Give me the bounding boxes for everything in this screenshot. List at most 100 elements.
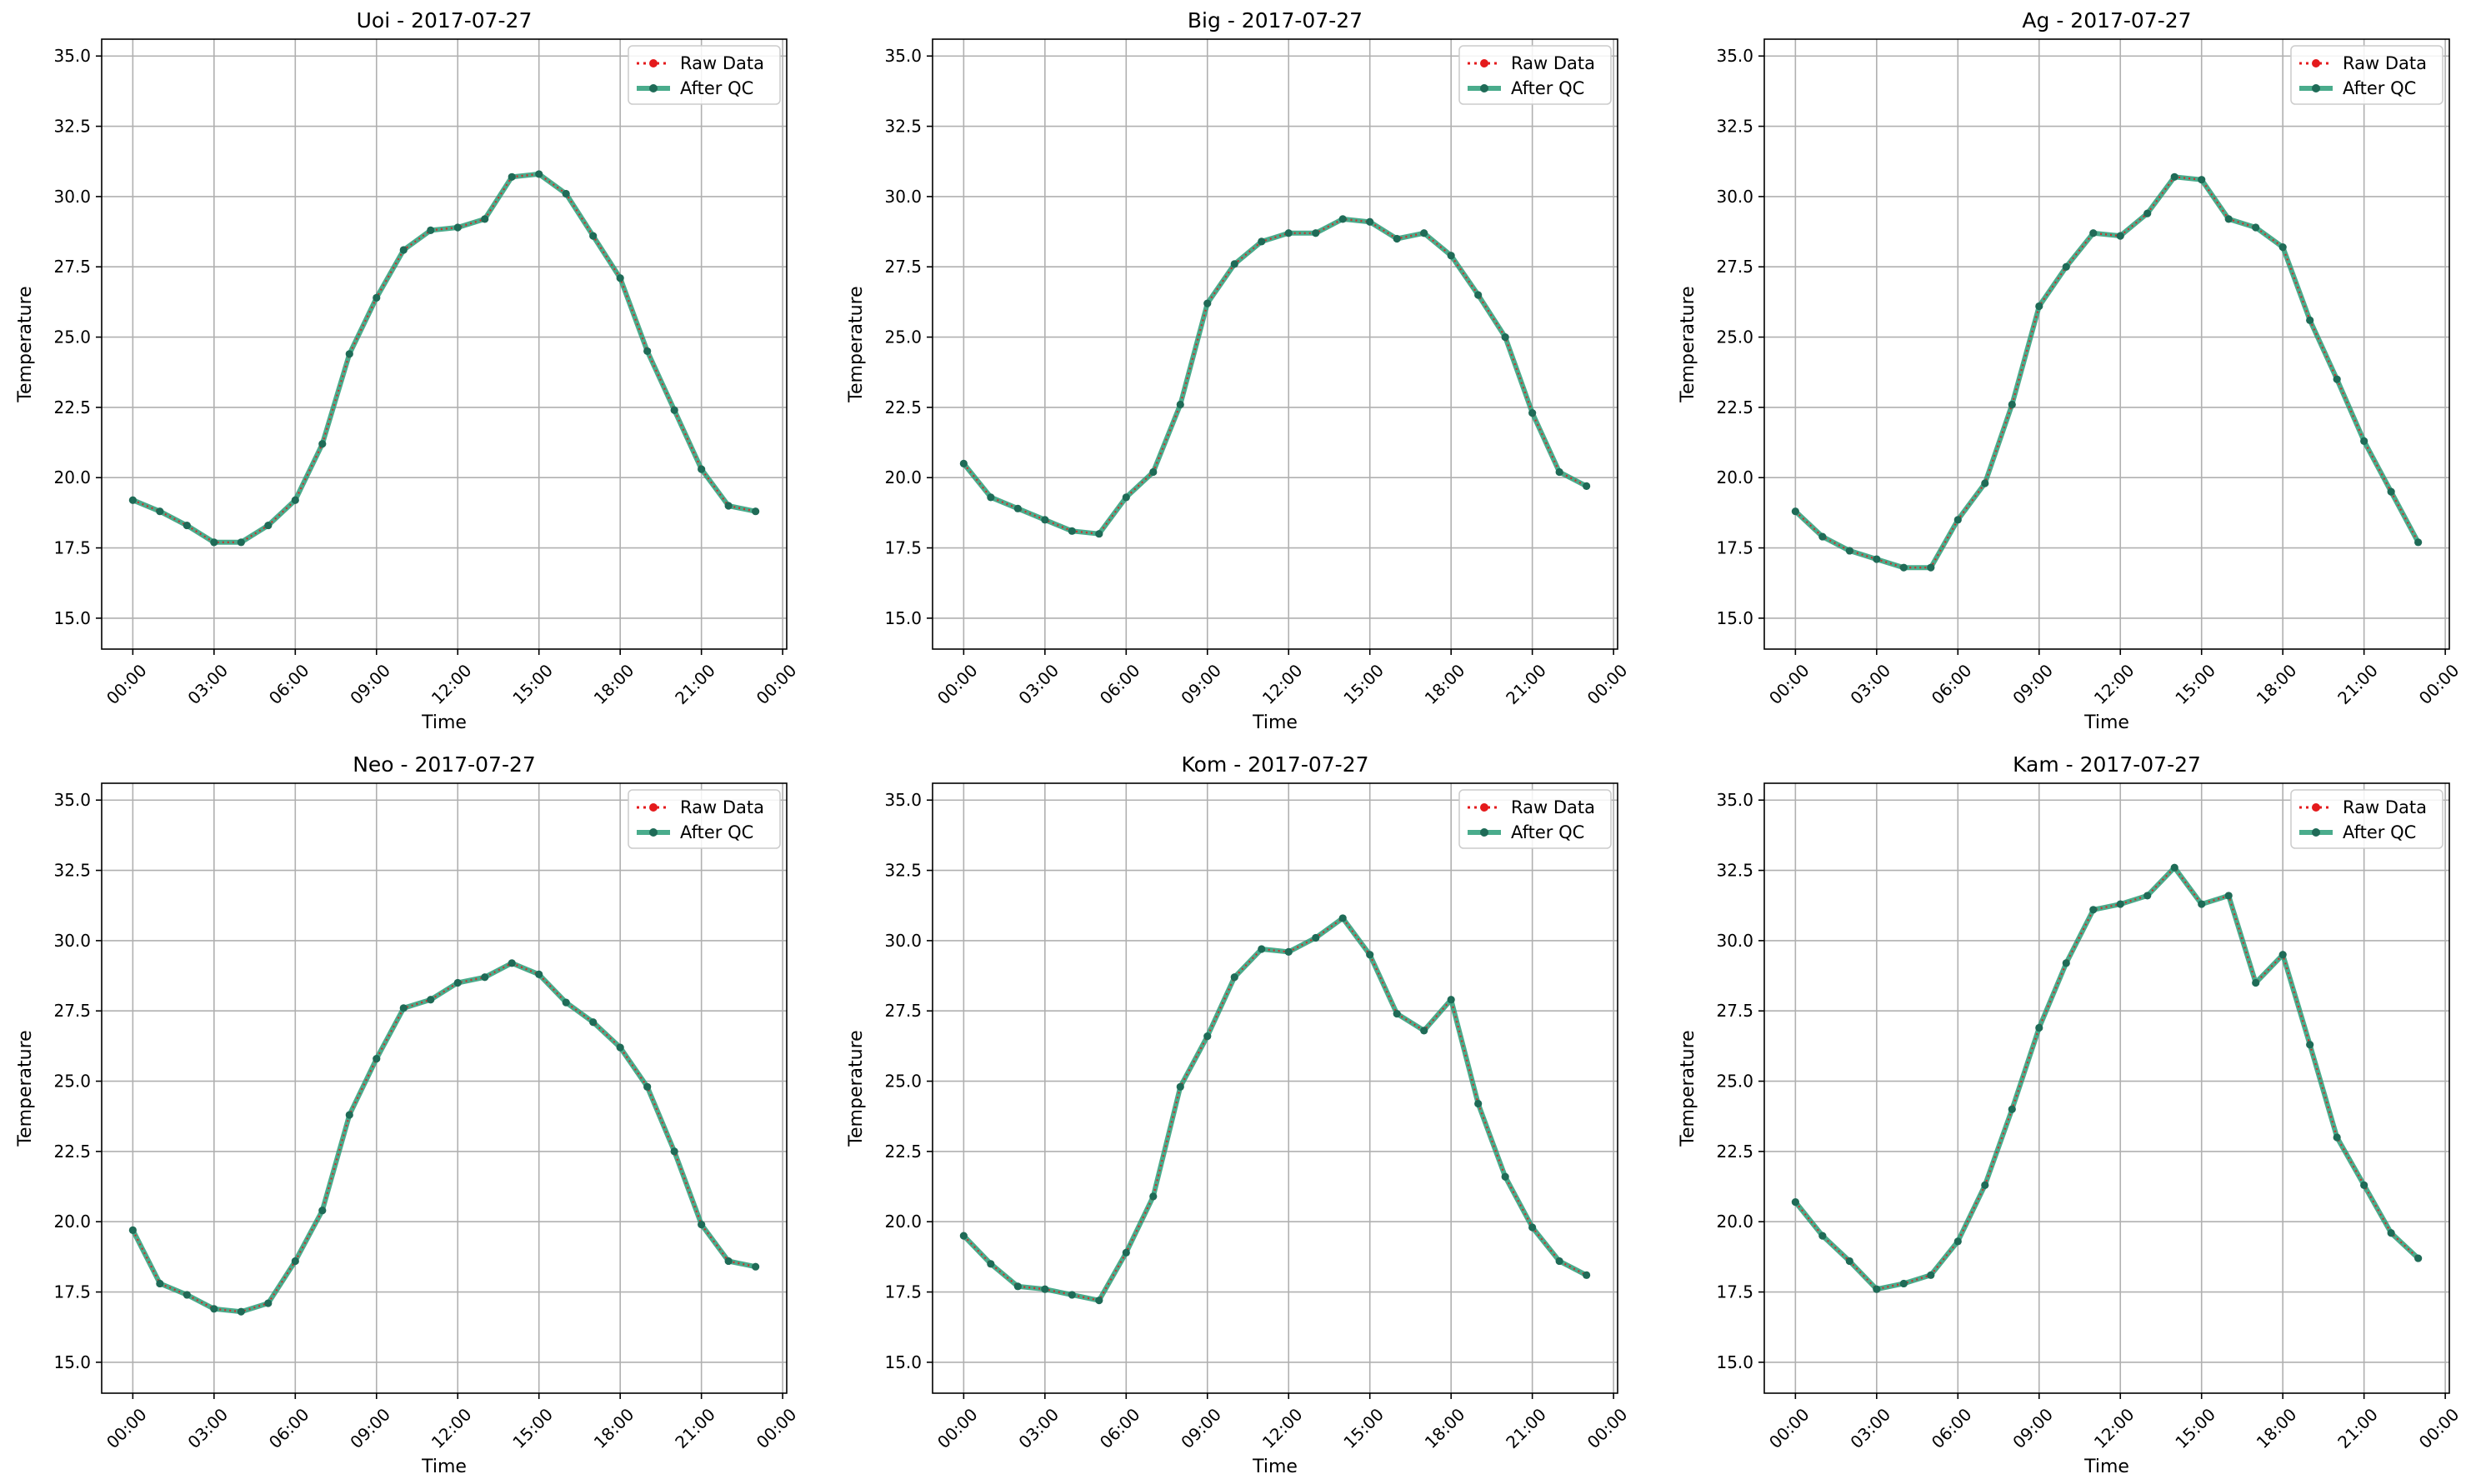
data-point	[345, 350, 353, 358]
data-point	[1528, 1223, 1537, 1232]
data-point	[210, 538, 218, 547]
y-tick-label: 17.5	[53, 1282, 91, 1302]
legend-marker-raw-data	[2312, 59, 2320, 67]
data-point	[1981, 1181, 1989, 1189]
subplot-3: 15.0 17.5 20.0 22.5 25.0 27.5 30.0 32.5 35.0 00:0…	[1678, 8, 2463, 733]
x-tick-label: 09:00	[2008, 1404, 2057, 1452]
y-axis-label: Temperature	[15, 286, 36, 402]
axes-frame	[101, 38, 788, 650]
data-point	[1041, 1285, 1049, 1293]
data-point	[1953, 1237, 1962, 1246]
x-tick-label: 06:00	[1096, 1404, 1144, 1452]
data-point	[1013, 504, 1022, 512]
y-tick-label: 20.0	[884, 1212, 922, 1232]
legend-label-raw-data: Raw Data	[2343, 53, 2427, 73]
data-point	[318, 440, 327, 448]
y-tick-label: 27.5	[884, 257, 922, 277]
x-tick-label: 03:00	[183, 660, 232, 708]
data-point	[1366, 951, 1374, 959]
data-point	[1873, 1285, 1881, 1293]
series-line-raw-data	[132, 172, 756, 543]
data-point	[1230, 973, 1238, 982]
legend-label-after-qc: After QC	[1511, 78, 1584, 98]
legend-label-raw-data: Raw Data	[680, 797, 764, 817]
y-tick-label: 25.0	[884, 1072, 922, 1092]
y-tick-label: 35.0	[884, 46, 922, 66]
data-point	[1528, 409, 1537, 417]
y-tick-label: 15.0	[53, 608, 91, 628]
x-tick-label: 00:00	[1583, 1404, 1632, 1452]
x-tick-label: 00:00	[103, 660, 151, 708]
y-tick-label: 25.0	[1716, 327, 1753, 347]
x-tick-label: 21:00	[2333, 1404, 2382, 1452]
data-point	[508, 959, 516, 967]
y-tick-label: 17.5	[884, 1282, 922, 1302]
data-point	[987, 493, 995, 502]
data-point	[987, 1260, 995, 1268]
data-point	[589, 232, 598, 240]
y-axis-label: Temperature	[846, 286, 867, 402]
y-tick-label: 22.5	[884, 397, 922, 417]
data-point	[453, 978, 462, 987]
y-tick-label: 32.5	[53, 861, 91, 881]
x-tick-label: 00:00	[2415, 660, 2463, 708]
data-point	[959, 459, 968, 467]
data-point	[1338, 914, 1347, 922]
x-tick-label: 09:00	[1177, 1404, 1225, 1452]
data-point	[1899, 1279, 1908, 1288]
x-tick-label: 18:00	[2253, 1404, 2301, 1452]
legend-label-raw-data: Raw Data	[1511, 797, 1595, 817]
data-point	[1501, 332, 1509, 342]
y-tick-label: 30.0	[884, 931, 922, 951]
y-tick-label: 22.5	[884, 1142, 922, 1162]
legend-label-raw-data: Raw Data	[680, 53, 764, 73]
y-tick-label: 22.5	[53, 1142, 91, 1162]
subplot-title: Ag - 2017-07-27	[2022, 8, 2191, 32]
data-point	[1095, 530, 1103, 538]
x-tick-label: 15:00	[508, 1404, 557, 1452]
y-tick-label: 22.5	[1716, 397, 1753, 417]
y-tick-label: 35.0	[53, 790, 91, 810]
series-line-raw-data	[1794, 176, 2419, 569]
y-tick-label: 35.0	[884, 790, 922, 810]
y-tick-label: 25.0	[53, 327, 91, 347]
y-tick-label: 32.5	[1716, 861, 1753, 881]
x-tick-label: 15:00	[2171, 1404, 2219, 1452]
x-tick-label: 06:00	[1928, 660, 1976, 708]
axes-frame	[932, 38, 1618, 650]
y-tick-label: 32.5	[53, 117, 91, 137]
data-point	[1927, 563, 1935, 572]
data-point	[643, 347, 652, 356]
data-point	[1583, 1271, 1591, 1279]
data-point	[1312, 933, 1320, 942]
x-axis-label: Time	[1252, 1457, 1298, 1477]
x-tick-label: 00:00	[103, 1404, 151, 1452]
subplot-4: 15.0 17.5 20.0 22.5 25.0 27.5 30.0 32.5 35.0 00:0…	[15, 752, 800, 1477]
x-tick-label: 03:00	[1014, 1404, 1063, 1452]
x-tick-label: 21:00	[671, 1404, 719, 1452]
data-point	[373, 1054, 381, 1063]
subplot-2: 15.0 17.5 20.0 22.5 25.0 27.5 30.0 32.5 35.0 00:0…	[846, 8, 1631, 733]
data-point	[2306, 1041, 2314, 1049]
x-tick-label: 12:00	[2090, 1404, 2138, 1452]
series-line-after-qc	[132, 171, 757, 545]
data-point	[427, 996, 435, 1004]
legend-marker-after-qc	[649, 828, 658, 837]
data-point	[1230, 260, 1238, 268]
y-tick-label: 22.5	[53, 397, 91, 417]
data-point	[508, 172, 516, 181]
data-point	[128, 1226, 137, 1234]
y-tick-label: 20.0	[53, 1212, 91, 1232]
legend-marker-raw-data	[2312, 803, 2320, 812]
data-point	[1555, 1257, 1563, 1266]
data-point	[1583, 482, 1591, 490]
x-tick-label: 18:00	[590, 660, 638, 708]
subplot-title: Kom - 2017-07-27	[1182, 752, 1369, 777]
x-tick-label: 00:00	[2415, 1404, 2463, 1452]
data-point	[752, 507, 760, 516]
y-tick-label: 30.0	[1716, 187, 1753, 207]
legend-label-after-qc: After QC	[680, 78, 753, 98]
data-point	[345, 1111, 353, 1119]
x-tick-label: 00:00	[933, 660, 982, 708]
